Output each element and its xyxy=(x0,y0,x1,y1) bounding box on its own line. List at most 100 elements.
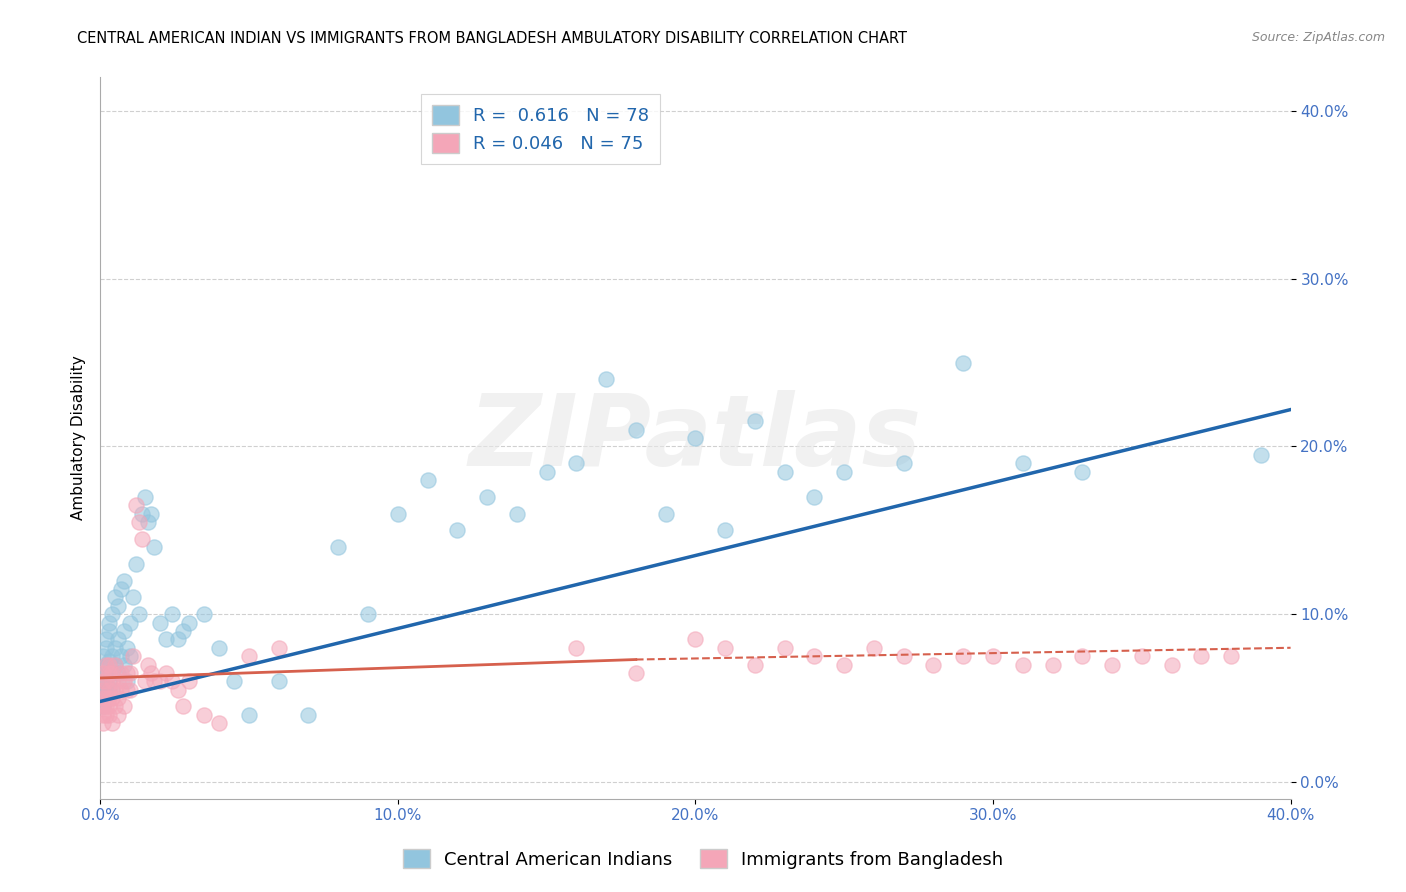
Point xyxy=(1011,657,1033,672)
Point xyxy=(94,678,117,692)
Point xyxy=(94,699,117,714)
Point xyxy=(131,507,153,521)
Point xyxy=(179,615,201,630)
Point xyxy=(136,515,159,529)
Point xyxy=(98,657,121,672)
Point xyxy=(91,661,114,675)
Point xyxy=(121,649,143,664)
Text: Source: ZipAtlas.com: Source: ZipAtlas.com xyxy=(1251,31,1385,45)
Point xyxy=(595,372,617,386)
Point xyxy=(893,649,915,664)
Point xyxy=(193,707,215,722)
Point xyxy=(773,465,796,479)
Point xyxy=(128,515,150,529)
Point xyxy=(101,674,124,689)
Point xyxy=(297,707,319,722)
Point xyxy=(118,682,141,697)
Point xyxy=(1011,456,1033,470)
Point xyxy=(91,691,114,706)
Point xyxy=(118,649,141,664)
Point xyxy=(160,607,183,622)
Point xyxy=(744,414,766,428)
Point xyxy=(1071,465,1094,479)
Point xyxy=(136,657,159,672)
Point xyxy=(118,665,141,680)
Point xyxy=(107,665,129,680)
Point xyxy=(155,632,177,647)
Point xyxy=(94,657,117,672)
Point xyxy=(112,674,135,689)
Point xyxy=(387,507,409,521)
Point xyxy=(952,649,974,664)
Point xyxy=(115,640,138,655)
Point xyxy=(104,591,127,605)
Point xyxy=(112,699,135,714)
Point xyxy=(110,665,132,680)
Point xyxy=(208,716,231,731)
Point xyxy=(91,699,114,714)
Point xyxy=(104,682,127,697)
Point xyxy=(981,649,1004,664)
Point xyxy=(101,716,124,731)
Point xyxy=(112,657,135,672)
Point xyxy=(863,640,886,655)
Point xyxy=(98,674,121,689)
Point xyxy=(1101,657,1123,672)
Point xyxy=(98,707,121,722)
Point xyxy=(98,682,121,697)
Point xyxy=(94,707,117,722)
Point xyxy=(101,665,124,680)
Point xyxy=(208,640,231,655)
Point xyxy=(131,532,153,546)
Point xyxy=(94,674,117,689)
Point xyxy=(1250,448,1272,462)
Point xyxy=(328,540,350,554)
Point xyxy=(714,640,737,655)
Point xyxy=(139,665,162,680)
Point xyxy=(118,615,141,630)
Point xyxy=(160,674,183,689)
Point xyxy=(98,691,121,706)
Point xyxy=(104,657,127,672)
Point xyxy=(94,657,117,672)
Point xyxy=(149,674,172,689)
Point xyxy=(179,674,201,689)
Point xyxy=(267,640,290,655)
Point xyxy=(952,356,974,370)
Point xyxy=(94,632,117,647)
Point xyxy=(1071,649,1094,664)
Point xyxy=(94,640,117,655)
Point xyxy=(91,665,114,680)
Point xyxy=(115,674,138,689)
Point xyxy=(357,607,380,622)
Point xyxy=(832,465,855,479)
Point xyxy=(98,665,121,680)
Point xyxy=(803,649,825,664)
Point xyxy=(91,691,114,706)
Point xyxy=(91,716,114,731)
Point xyxy=(91,682,114,697)
Point xyxy=(104,699,127,714)
Point xyxy=(832,657,855,672)
Point xyxy=(536,465,558,479)
Point xyxy=(142,540,165,554)
Point xyxy=(101,691,124,706)
Point xyxy=(104,640,127,655)
Point xyxy=(115,665,138,680)
Point xyxy=(98,615,121,630)
Point xyxy=(101,682,124,697)
Point xyxy=(446,524,468,538)
Point xyxy=(773,640,796,655)
Point xyxy=(685,632,707,647)
Point xyxy=(506,507,529,521)
Text: ZIPatlas: ZIPatlas xyxy=(468,390,922,487)
Point xyxy=(714,524,737,538)
Point xyxy=(155,665,177,680)
Point xyxy=(172,699,194,714)
Point xyxy=(1130,649,1153,664)
Point xyxy=(107,674,129,689)
Point xyxy=(91,649,114,664)
Point xyxy=(115,682,138,697)
Point xyxy=(193,607,215,622)
Point xyxy=(125,498,148,512)
